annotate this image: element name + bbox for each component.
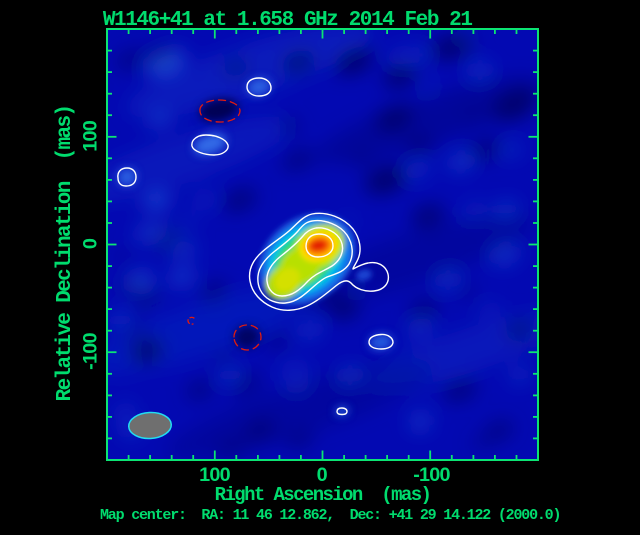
svg-text:Right Ascension (mas): Right Ascension (mas) (215, 484, 431, 506)
svg-text:100: 100 (199, 464, 231, 486)
svg-text:-100: -100 (80, 333, 102, 370)
svg-text:0: 0 (80, 238, 102, 249)
svg-text:0: 0 (317, 464, 328, 486)
svg-text:-100: -100 (413, 464, 450, 486)
svg-text:W1146+41 at 1.658 GHz 2014 Feb: W1146+41 at 1.658 GHz 2014 Feb 21 (103, 9, 473, 32)
svg-text:100: 100 (80, 120, 102, 152)
svg-text:Map center: RA: 11 46 12.862,: Map center: RA: 11 46 12.862, Dec: +41 2… (100, 507, 560, 524)
svg-text:Relative Declination (mas): Relative Declination (mas) (54, 106, 77, 402)
